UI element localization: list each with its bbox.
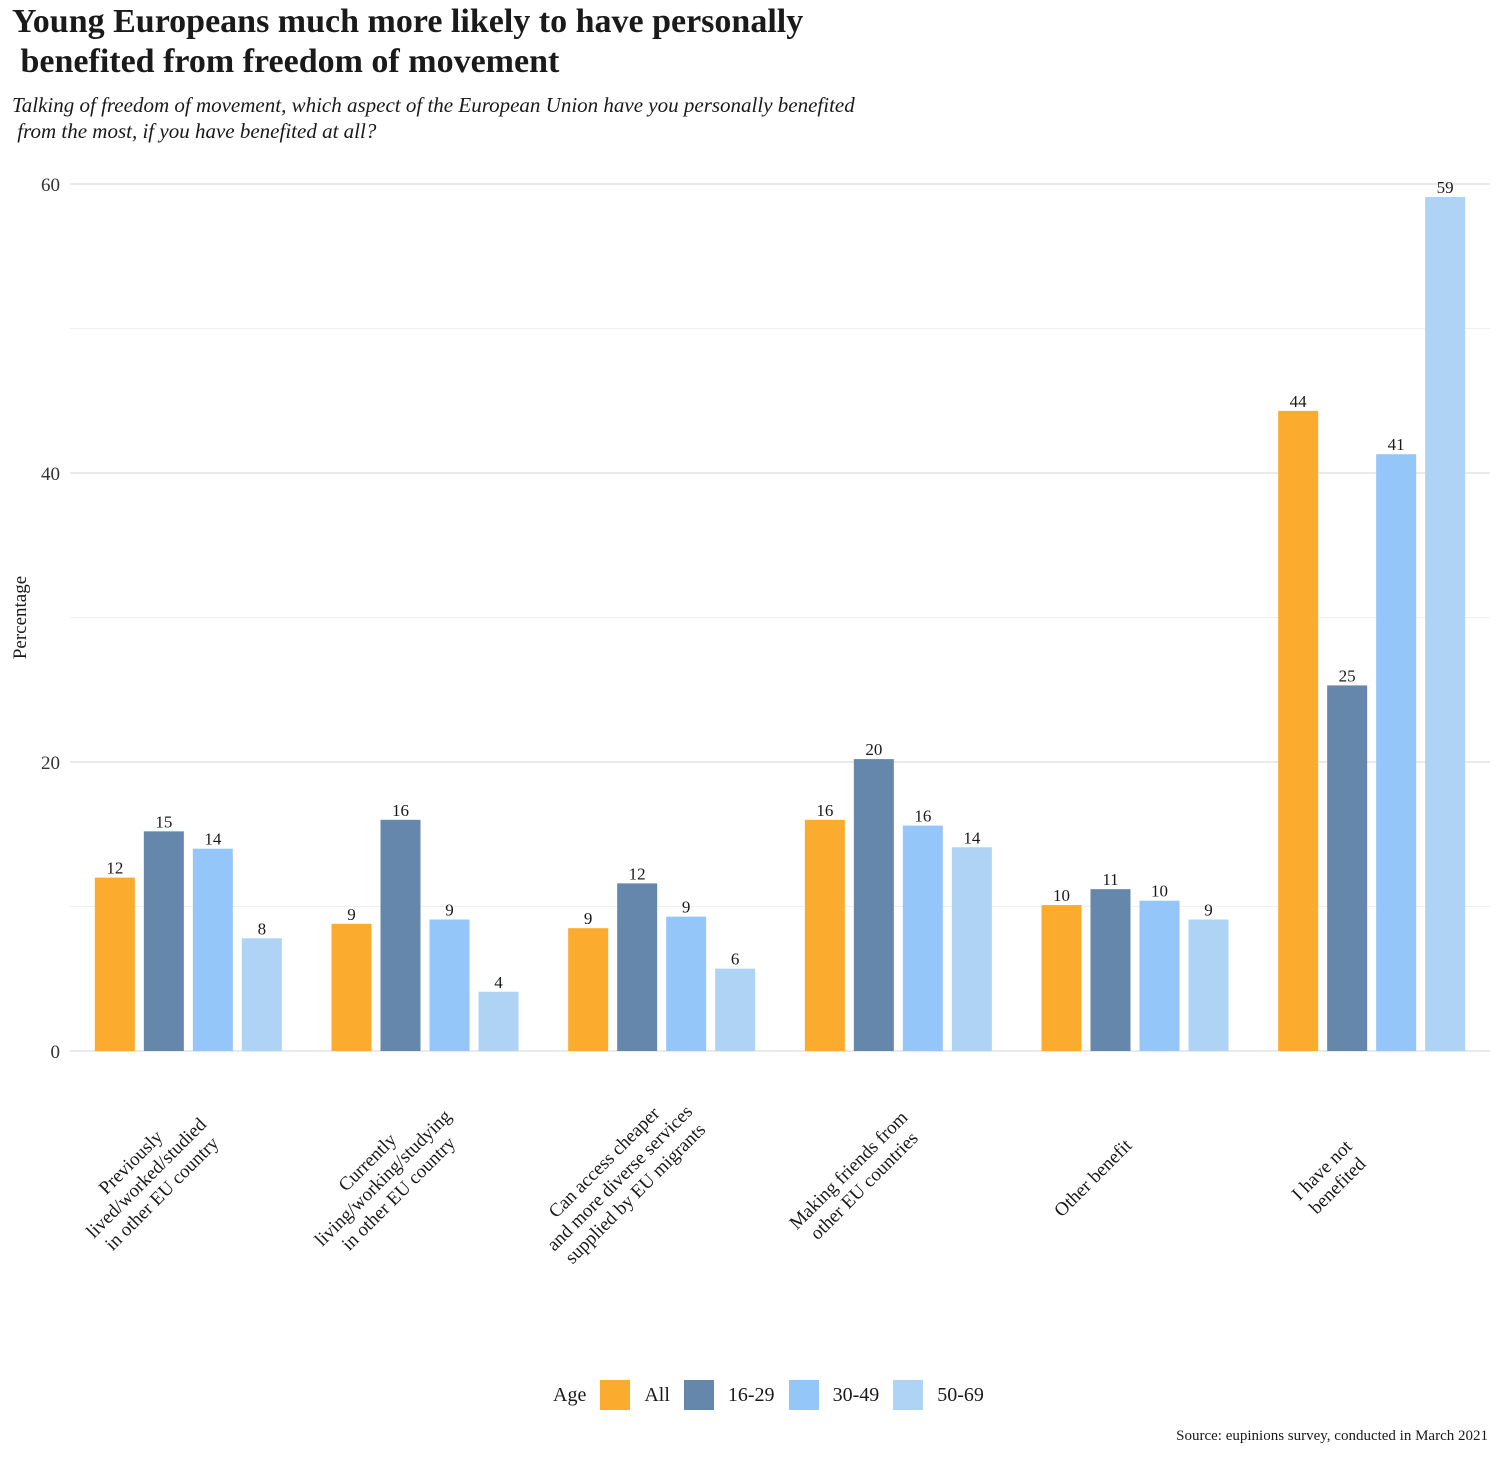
data-label: 41 <box>1388 435 1405 454</box>
legend-item-50-69: 50-69 <box>893 1380 984 1410</box>
bars <box>94 197 1466 1052</box>
bar-50-69 <box>715 968 756 1051</box>
bar-16-29 <box>1090 889 1131 1051</box>
data-label: 11 <box>1102 870 1118 889</box>
bar-30-49 <box>902 825 943 1051</box>
bar-50-69 <box>1188 919 1229 1051</box>
data-label: 12 <box>106 859 123 878</box>
bar-all <box>568 928 609 1051</box>
gridlines <box>70 183 1490 1052</box>
bar-all <box>94 877 135 1051</box>
chart-subtitle: Talking of freedom of movement, which as… <box>12 93 855 144</box>
data-label: 16 <box>392 801 409 820</box>
legend-label-all: All <box>644 1383 670 1406</box>
data-label: 4 <box>494 973 503 992</box>
bar-50-69 <box>1425 197 1466 1051</box>
source-note: Source: eupinions survey, conducted in M… <box>1176 1428 1488 1444</box>
legend-item-30-49: 30-49 <box>788 1380 880 1410</box>
data-label: 9 <box>1204 901 1213 920</box>
legend-label-50-69: 50-69 <box>937 1383 984 1406</box>
y-tick-label: 60 <box>41 175 60 196</box>
y-tick-label: 0 <box>51 1042 61 1063</box>
data-label: 20 <box>865 740 882 759</box>
data-label: 59 <box>1437 178 1454 197</box>
data-label: 9 <box>445 901 454 920</box>
bar-16-29 <box>617 883 658 1051</box>
legend-swatch-all <box>600 1380 631 1410</box>
legend-item-16-29: 16-29 <box>683 1380 775 1410</box>
legend-label-30-49: 30-49 <box>832 1383 880 1406</box>
bar-30-49 <box>666 916 707 1051</box>
category-label: Can access cheaperand more diverse servi… <box>527 1086 712 1271</box>
data-label: 6 <box>731 950 740 969</box>
legend-label-16-29: 16-29 <box>727 1383 775 1406</box>
category-label: Currentlyliving/working/studyingin other… <box>295 1090 471 1266</box>
category-label: Other benefit <box>1050 1135 1137 1222</box>
bar-30-49 <box>192 848 233 1051</box>
bar-30-49 <box>1139 900 1180 1051</box>
category-label: Previouslylived/worked/studiedin other E… <box>67 1098 227 1258</box>
bar-all <box>331 923 372 1051</box>
legend-swatch-50-69 <box>893 1380 924 1410</box>
bar-50-69 <box>241 938 282 1051</box>
bar-all <box>804 819 845 1051</box>
category-label: I have notbenefited <box>1288 1136 1373 1221</box>
data-label: 9 <box>347 905 356 924</box>
y-axis-ticks: 0 20 40 60 <box>41 175 60 1063</box>
chart-title: Young Europeans much more likely to have… <box>12 3 804 81</box>
legend-swatch-16-29 <box>683 1380 714 1410</box>
bar-50-69 <box>478 991 519 1051</box>
data-label: 44 <box>1290 392 1308 411</box>
bar-all <box>1041 905 1082 1051</box>
legend-swatch-30-49 <box>788 1380 819 1410</box>
bar-all <box>1278 410 1319 1051</box>
legend-item-all: All <box>600 1380 670 1410</box>
data-label: 14 <box>963 828 981 847</box>
data-label: 12 <box>629 864 646 883</box>
data-label: 8 <box>258 919 267 938</box>
data-label: 15 <box>155 812 172 831</box>
y-tick-label: 20 <box>41 753 60 774</box>
bar-16-29 <box>380 819 421 1051</box>
legend-title: Age <box>553 1383 587 1406</box>
legend: Age All 16-29 30-49 50-69 <box>553 1380 998 1410</box>
bar-16-29 <box>143 831 184 1051</box>
data-labels: 12 15 14 8 9 16 9 4 9 12 9 6 16 20 16 14 10 11 10 9 44 25 41 59 <box>106 178 1453 992</box>
bar-30-49 <box>1376 454 1417 1052</box>
data-label: 10 <box>1151 882 1168 901</box>
category-labels: Previouslylived/worked/studiedin other E… <box>67 1086 1373 1271</box>
bar-30-49 <box>429 919 470 1051</box>
y-tick-label: 40 <box>41 464 60 485</box>
bar-16-29 <box>1327 685 1368 1051</box>
data-label: 16 <box>914 807 931 826</box>
y-axis-label: Percentage <box>10 576 31 659</box>
bar-50-69 <box>951 847 992 1051</box>
data-label: 14 <box>204 830 222 849</box>
category-label: Making friends fromother EU countries <box>786 1107 928 1249</box>
data-label: 9 <box>584 909 593 928</box>
data-label: 16 <box>816 801 833 820</box>
data-label: 25 <box>1339 666 1356 685</box>
bar-16-29 <box>853 759 894 1051</box>
data-label: 9 <box>682 898 691 917</box>
data-label: 10 <box>1053 886 1070 905</box>
